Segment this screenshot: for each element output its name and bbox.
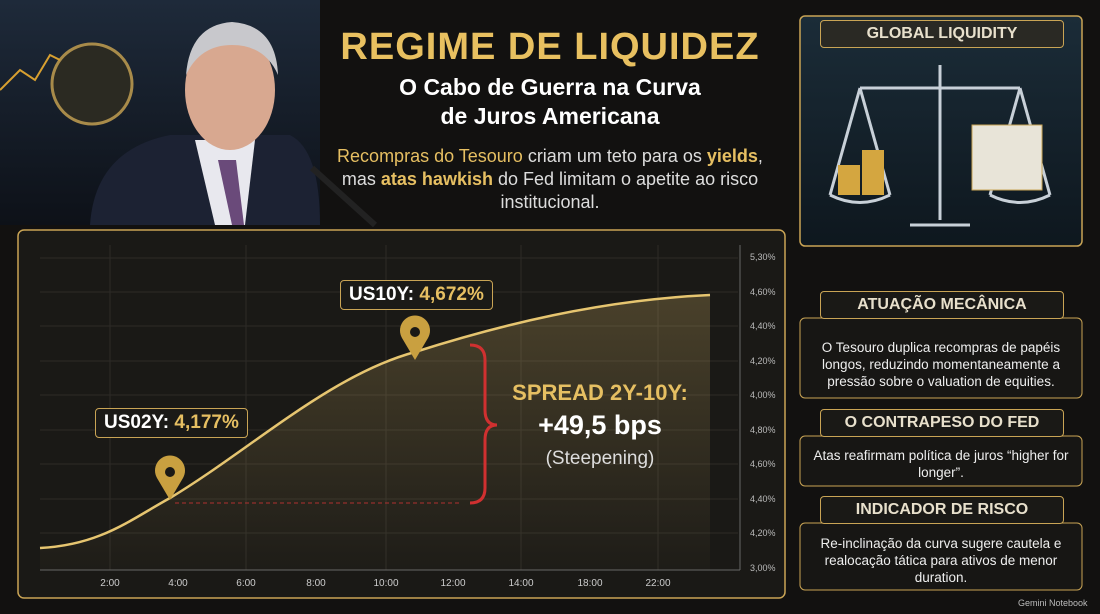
subtitle: O Cabo de Guerra na Curva	[399, 74, 701, 100]
description-segment: Recompras do Tesouro	[337, 146, 523, 166]
panel-text: Re-inclinação da curva sugere cautela e …	[820, 536, 1062, 585]
x-tick-label: 12:00	[440, 578, 466, 589]
y-tick-label: 4,80%	[750, 424, 776, 435]
callout-value: 4,672%	[419, 284, 484, 305]
callout-us02y: US02Y: 4,177%	[95, 408, 248, 438]
y-tick-label: 4,20%	[750, 528, 776, 538]
tie	[218, 160, 244, 225]
x-tick-label: 2:00	[100, 578, 120, 589]
panel-title: O CONTRAPESO DO FED	[820, 409, 1064, 437]
description-segment: do Fed limitam o apetite ao risco instit…	[492, 169, 759, 212]
x-tick-label: 6:00	[236, 578, 256, 589]
y-tick-label: 4,40%	[750, 493, 776, 504]
callout-label: US02Y:	[104, 412, 170, 433]
y-tick-label: 3,00%	[750, 562, 776, 573]
image-title: GLOBAL LIQUIDITY	[820, 20, 1064, 48]
hair	[186, 22, 278, 75]
bond-certificate	[971, 124, 1043, 191]
callout-label: US10Y:	[349, 284, 415, 305]
panel-title: ATUAÇÃO MECÂNICA	[820, 291, 1064, 319]
coins	[838, 150, 884, 195]
y-tick-label: 5,30%	[750, 252, 776, 262]
x-tick-label: 18:00	[577, 578, 603, 589]
fed-seal	[50, 42, 134, 126]
y-tick-label: 4,60%	[750, 286, 776, 297]
y-tick-label: 4,40%	[750, 321, 776, 331]
spread-label: SPREAD 2Y-10Y:	[512, 380, 688, 405]
screen-chart	[0, 53, 61, 91]
curve-area	[40, 295, 710, 570]
callout-us10y: US10Y: 4,672%	[340, 280, 493, 310]
pin-02y	[155, 455, 186, 500]
x-tick-label: 14:00	[508, 578, 534, 589]
x-tick-label: 4:00	[168, 578, 188, 589]
pin-10y	[400, 315, 431, 360]
panel-text: O Tesouro duplica recompras de papéis lo…	[821, 340, 1061, 389]
y-tick-label: 4,20%	[750, 355, 776, 366]
title: REGIME DE LIQUIDEZ	[340, 26, 760, 68]
panel-title: INDICADOR DE RISCO	[820, 496, 1064, 524]
x-tick-label: 22:00	[645, 578, 671, 589]
description: Recompras do Tesouro criam um teto para …	[335, 145, 765, 214]
description-segment: , mas	[341, 146, 763, 189]
scale-icon	[828, 65, 1052, 227]
callout-value: 4,177%	[174, 412, 239, 433]
spread-brace	[469, 343, 498, 505]
panel-text: Atas reafirmam política de juros “higher…	[813, 448, 1069, 480]
y-tick-label: 4,60%	[750, 459, 776, 469]
x-tick-label: 8:00	[306, 578, 326, 589]
y-tick-label: 4,00%	[750, 390, 776, 400]
x-tick-label: 10:00	[373, 578, 399, 589]
face	[185, 30, 275, 150]
subtitle: de Juros Americana	[440, 103, 660, 129]
spread-note: (Steepening)	[545, 448, 655, 469]
description-segment: yields	[706, 146, 758, 166]
description-segment: criam um teto para os	[522, 146, 707, 166]
footer-brand: Gemini Notebook	[1018, 598, 1088, 608]
microphone	[309, 165, 378, 228]
yield-curve	[39, 293, 711, 550]
description-segment: atas hawkish	[380, 169, 493, 189]
spread-value: +49,5 bps	[538, 410, 662, 440]
